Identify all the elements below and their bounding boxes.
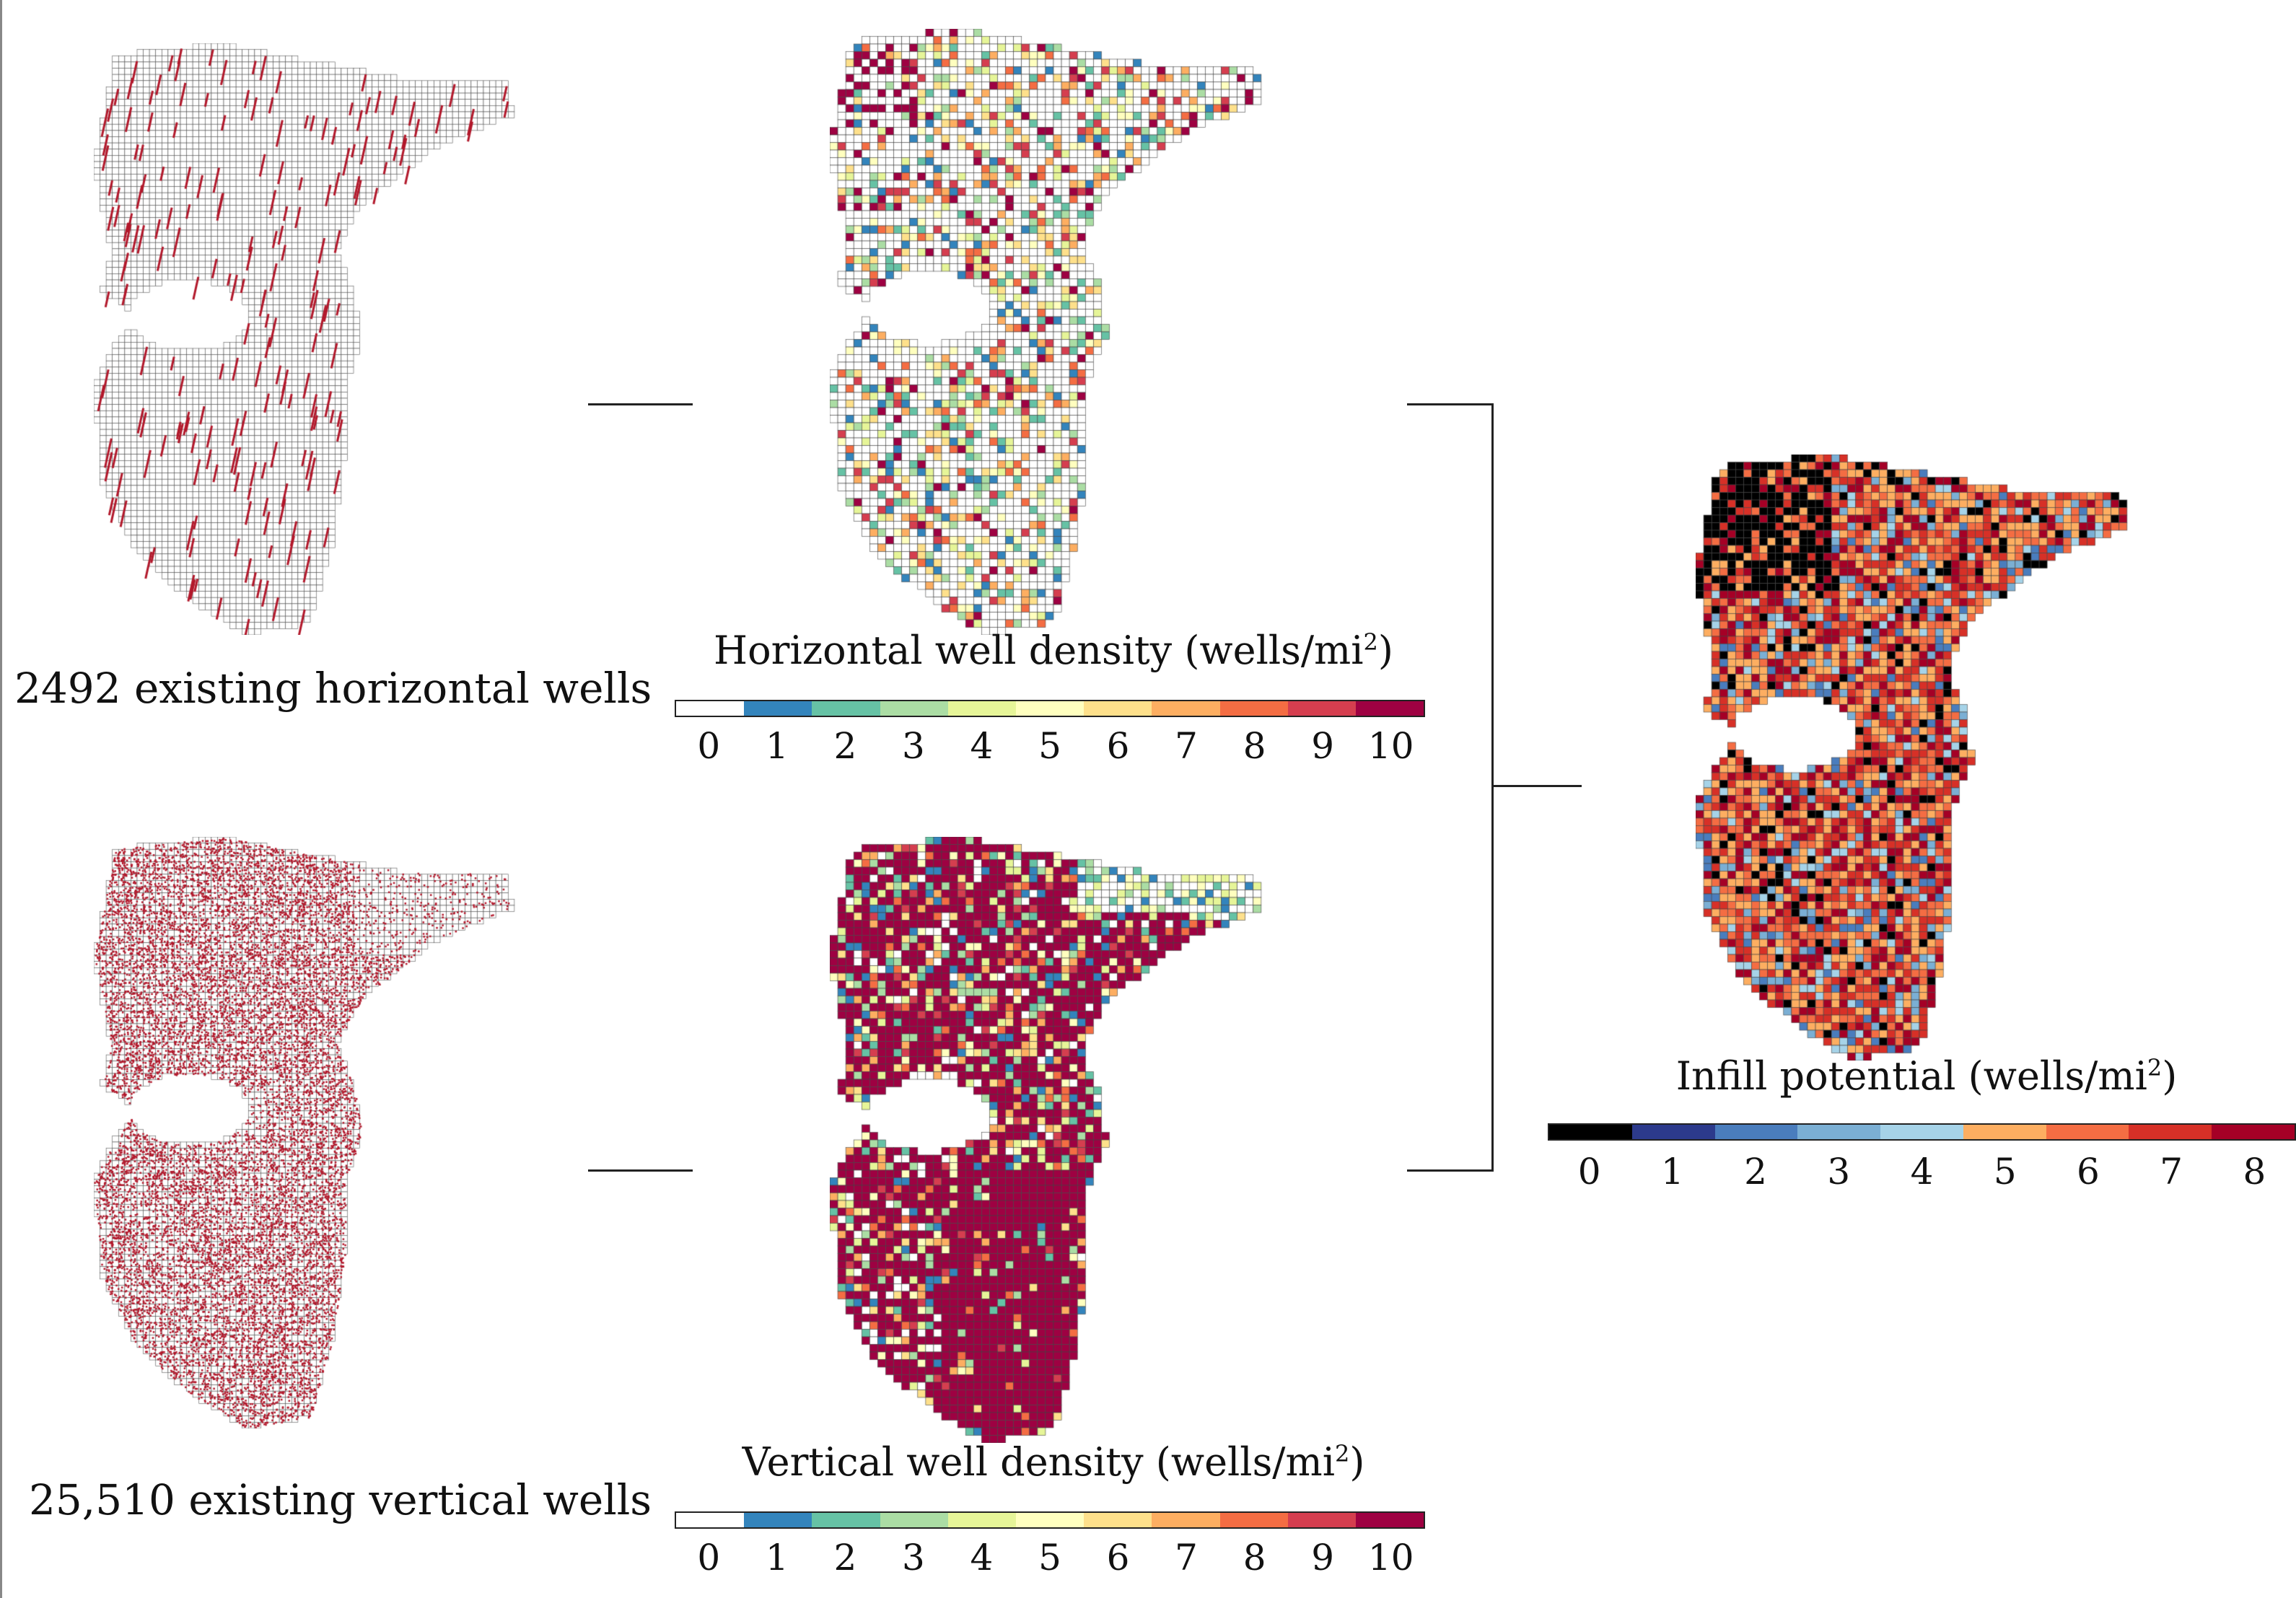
colorbar-segment [947, 701, 1016, 716]
tick-label: 1 [1660, 1151, 1684, 1193]
colorbar-segment [1963, 1125, 2046, 1139]
tick-label: 5 [1038, 725, 1061, 767]
colorbar-segment [812, 1513, 880, 1527]
superscript: 2 [1334, 1440, 1350, 1467]
tick-label: 4 [970, 725, 994, 767]
title-close: ) [2162, 1053, 2178, 1099]
colorbar-segment [1355, 701, 1424, 716]
tick-label: 1 [765, 725, 789, 767]
title-close: ) [1377, 628, 1393, 673]
colorbar-segment [947, 1513, 1016, 1527]
colorbar-segment [1084, 701, 1152, 716]
tick-label: 3 [902, 1537, 925, 1579]
colorbar-segment [744, 1513, 812, 1527]
colorbar-segment [1287, 1513, 1356, 1527]
bracket-out [1491, 785, 1582, 787]
horizontal-density-map [830, 29, 1277, 635]
superscript: 2 [1363, 628, 1378, 656]
bracket-vertical [1491, 403, 1494, 1172]
infill-ticks: 0 1 2 3 4 5 6 7 8 [1548, 1151, 2296, 1194]
colorbar-segment [1152, 701, 1220, 716]
horizontal-density-ticks: 0 1 2 3 4 5 6 7 8 9 10 [675, 725, 1425, 768]
colorbar-segment [1219, 701, 1288, 716]
tick-label: 8 [2243, 1151, 2266, 1193]
infill-potential-map [1696, 455, 2143, 1061]
colorbar-segment [880, 1513, 948, 1527]
vertical-density-ticks: 0 1 2 3 4 5 6 7 8 9 10 [675, 1537, 1425, 1580]
colorbar-segment [2212, 1125, 2295, 1139]
colorbar-segment [1714, 1125, 1798, 1139]
colorbar-segment [1219, 1513, 1288, 1527]
colorbar-segment [1287, 701, 1356, 716]
tick-label: 5 [1993, 1151, 2017, 1193]
colorbar-segment [1355, 1513, 1424, 1527]
tick-label: 3 [1827, 1151, 1851, 1193]
colorbar-segment [1797, 1125, 1881, 1139]
horizontal-wells-map [94, 43, 527, 635]
superscript: 2 [2147, 1054, 2163, 1081]
tick-label: 0 [697, 1537, 721, 1579]
tick-label: 1 [765, 1537, 789, 1579]
tick-label: 4 [1910, 1151, 1934, 1193]
colorbar-segment [2046, 1125, 2129, 1139]
colorbar-segment [812, 701, 880, 716]
tick-label: 5 [1038, 1537, 1061, 1579]
colorbar-segment [676, 1513, 745, 1527]
tick-label: 7 [1175, 725, 1198, 767]
tick-label: 9 [1311, 725, 1335, 767]
tick-label: 9 [1311, 1537, 1335, 1579]
tick-label: 2 [833, 1537, 857, 1579]
tick-label: 2 [1744, 1151, 1767, 1193]
colorbar-segment [744, 701, 812, 716]
tick-label: 7 [1175, 1537, 1198, 1579]
title-close: ) [1349, 1439, 1365, 1485]
colorbar-segment [2129, 1125, 2212, 1139]
colorbar-segment [880, 701, 948, 716]
vertical-density-title-text: Vertical well density (wells/mi [742, 1439, 1335, 1485]
colorbar-segment [676, 701, 745, 716]
colorbar-segment [1880, 1125, 1963, 1139]
infill-title: Infill potential (wells/mi2) [1530, 1053, 2296, 1099]
colorbar-segment [1631, 1125, 1715, 1139]
tick-label: 3 [902, 725, 925, 767]
colorbar-segment [1084, 1513, 1152, 1527]
vertical-density-title: Vertical well density (wells/mi2) [621, 1439, 1486, 1485]
infill-colorbar [1548, 1123, 2296, 1141]
colorbar-segment [1152, 1513, 1220, 1527]
vertical-wells-caption: 25,510 existing vertical wells [29, 1475, 652, 1524]
vertical-wells-map [94, 837, 527, 1428]
bracket-top [1407, 403, 1494, 405]
tick-label: 2 [833, 725, 857, 767]
vertical-density-map [830, 837, 1277, 1443]
tick-label: 6 [1106, 725, 1130, 767]
infill-title-text: Infill potential (wells/mi [1675, 1053, 2147, 1099]
horizontal-density-title-text: Horizontal well density (wells/mi [714, 628, 1364, 673]
panel-edge [0, 0, 2, 1598]
horizontal-density-title: Horizontal well density (wells/mi2) [621, 628, 1486, 673]
tick-label: 0 [697, 725, 721, 767]
tick-label: 7 [2160, 1151, 2183, 1193]
colorbar-segment [1549, 1125, 1632, 1139]
colorbar-segment [1015, 701, 1085, 716]
tick-label: 8 [1243, 725, 1266, 767]
connector-h [588, 403, 693, 405]
connector-v [588, 1169, 693, 1172]
bracket-bottom [1407, 1169, 1494, 1172]
tick-label: 10 [1367, 725, 1414, 767]
vertical-density-colorbar [675, 1511, 1425, 1529]
horizontal-density-colorbar [675, 700, 1425, 717]
tick-label: 6 [1106, 1537, 1130, 1579]
tick-label: 8 [1243, 1537, 1266, 1579]
colorbar-segment [1015, 1513, 1085, 1527]
tick-label: 4 [970, 1537, 994, 1579]
tick-label: 10 [1367, 1537, 1414, 1579]
tick-label: 6 [2077, 1151, 2100, 1193]
horizontal-wells-caption: 2492 existing horizontal wells [14, 664, 652, 713]
tick-label: 0 [1577, 1151, 1601, 1193]
